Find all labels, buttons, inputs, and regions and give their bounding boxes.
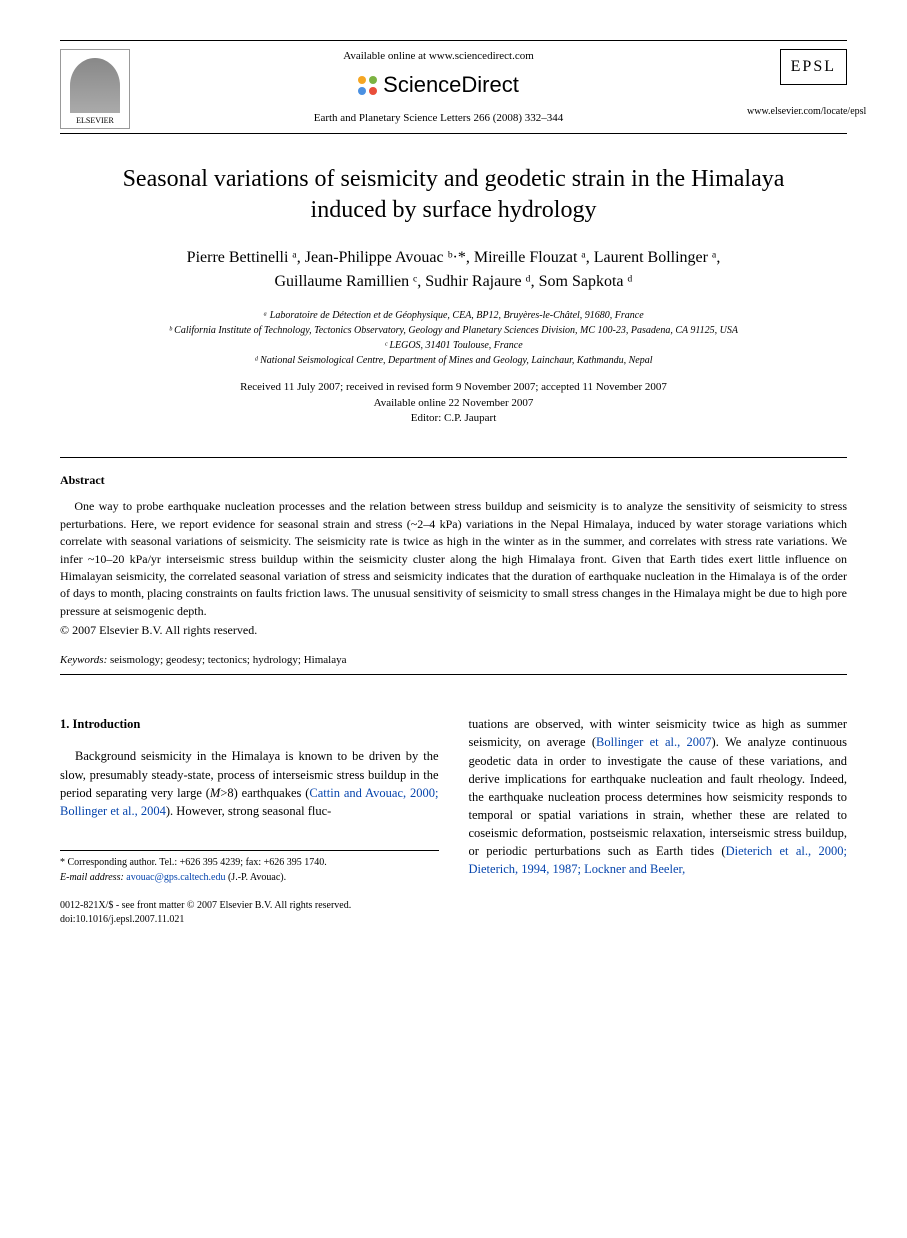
- journal-citation: Earth and Planetary Science Letters 266 …: [150, 111, 727, 126]
- column-right: tuations are observed, with winter seism…: [469, 715, 848, 885]
- authors-line-1: Pierre Bettinelli ᵃ, Jean-Philippe Avoua…: [187, 249, 721, 266]
- authors-line-2: Guillaume Ramillien ᶜ, Sudhir Rajaure ᵈ,…: [275, 273, 633, 290]
- keywords: Keywords: seismology; geodesy; tectonics…: [60, 653, 847, 668]
- sciencedirect-logo: ScienceDirect: [150, 70, 727, 101]
- affiliation-b: ᵇ California Institute of Technology, Te…: [60, 323, 847, 338]
- center-header: Available online at www.sciencedirect.co…: [130, 49, 747, 127]
- sciencedirect-dots-icon: [358, 76, 377, 95]
- elsevier-logo: ELSEVIER: [60, 49, 130, 129]
- epsl-logo: EPSL: [780, 49, 847, 85]
- affiliation-a: ᵃ Laboratoire de Détection et de Géophys…: [60, 308, 847, 323]
- elsevier-tree-icon: [70, 58, 120, 113]
- corresponding-email: E-mail address: avouac@gps.caltech.edu (…: [60, 870, 439, 885]
- affiliations: ᵃ Laboratoire de Détection et de Géophys…: [60, 308, 847, 368]
- available-online-text: Available online at www.sciencedirect.co…: [150, 49, 727, 64]
- abstract-copyright: © 2007 Elsevier B.V. All rights reserved…: [60, 622, 847, 639]
- divider: [60, 457, 847, 458]
- affiliation-c: ᶜ LEGOS, 31401 Toulouse, France: [60, 338, 847, 353]
- keywords-list: seismology; geodesy; tectonics; hydrolog…: [110, 654, 346, 666]
- divider: [60, 674, 847, 675]
- section-1-heading: 1. Introduction: [60, 715, 439, 733]
- corresponding-author-footnote: * Corresponding author. Tel.: +626 395 4…: [60, 850, 439, 885]
- abstract-body: One way to probe earthquake nucleation p…: [60, 498, 847, 620]
- doi-line: doi:10.1016/j.epsl.2007.11.021: [60, 913, 847, 927]
- received-date: Received 11 July 2007; received in revis…: [60, 380, 847, 395]
- email-link[interactable]: avouac@gps.caltech.edu: [126, 872, 225, 883]
- body-columns: 1. Introduction Background seismicity in…: [60, 715, 847, 885]
- corresponding-author: * Corresponding author. Tel.: +626 395 4…: [60, 855, 439, 870]
- article-title: Seasonal variations of seismicity and ge…: [100, 164, 807, 226]
- intro-paragraph-right: tuations are observed, with winter seism…: [469, 715, 848, 878]
- locate-url: www.elsevier.com/locate/epsl: [747, 105, 847, 119]
- editor: Editor: C.P. Jaupart: [60, 411, 847, 426]
- column-left: 1. Introduction Background seismicity in…: [60, 715, 439, 885]
- citation-link[interactable]: Bollinger et al., 2007: [596, 735, 712, 749]
- epsl-block: EPSL www.elsevier.com/locate/epsl: [747, 49, 847, 119]
- issn-line: 0012-821X/$ - see front matter © 2007 El…: [60, 899, 847, 913]
- online-date: Available online 22 November 2007: [60, 396, 847, 411]
- elsevier-text: ELSEVIER: [76, 115, 114, 126]
- keywords-label: Keywords:: [60, 654, 107, 666]
- intro-paragraph-left: Background seismicity in the Himalaya is…: [60, 747, 439, 820]
- authors: Pierre Bettinelli ᵃ, Jean-Philippe Avoua…: [60, 246, 847, 294]
- affiliation-d: ᵈ National Seismological Centre, Departm…: [60, 353, 847, 368]
- journal-header: ELSEVIER Available online at www.science…: [60, 40, 847, 134]
- sciencedirect-text: ScienceDirect: [383, 70, 519, 101]
- page-footer: 0012-821X/$ - see front matter © 2007 El…: [60, 899, 847, 927]
- abstract-heading: Abstract: [60, 472, 847, 489]
- dates-block: Received 11 July 2007; received in revis…: [60, 380, 847, 426]
